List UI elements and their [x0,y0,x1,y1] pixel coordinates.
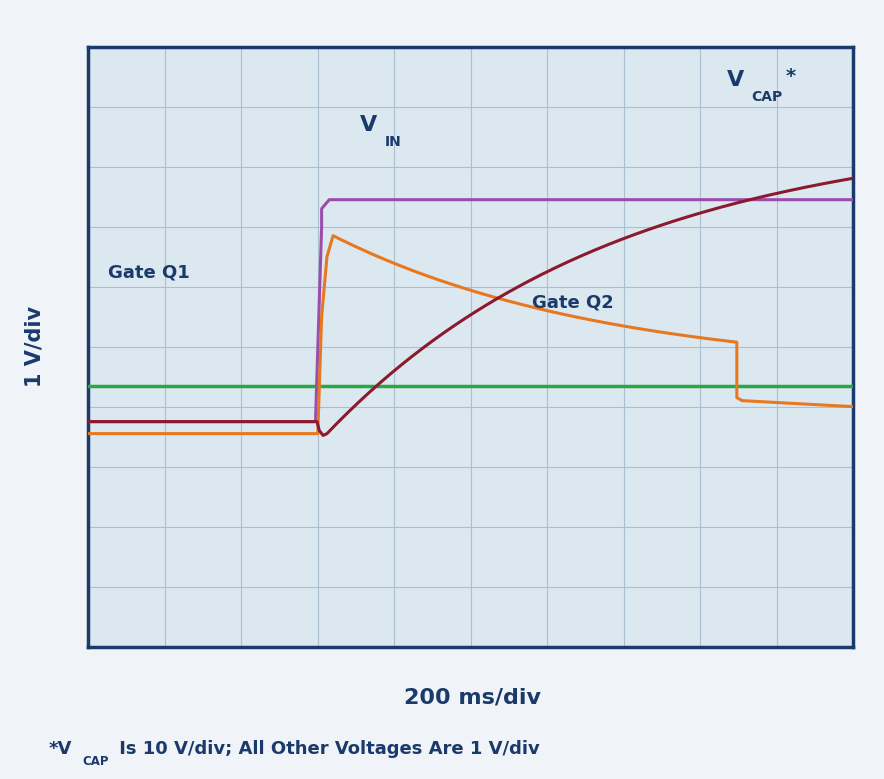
Text: CAP: CAP [751,90,782,104]
Text: CAP: CAP [82,756,109,768]
Text: Gate Q1: Gate Q1 [108,263,189,282]
Text: *V: *V [49,740,72,759]
Text: Is 10 V/div; All Other Voltages Are 1 V/div: Is 10 V/div; All Other Voltages Are 1 V/… [113,740,540,759]
Text: Gate Q2: Gate Q2 [532,294,613,312]
Text: IN: IN [385,135,401,149]
Text: 1 V/div: 1 V/div [25,306,45,387]
Text: V: V [360,115,377,135]
Text: *: * [786,66,796,86]
Text: 200 ms/div: 200 ms/div [405,687,541,707]
Text: V: V [727,70,744,90]
